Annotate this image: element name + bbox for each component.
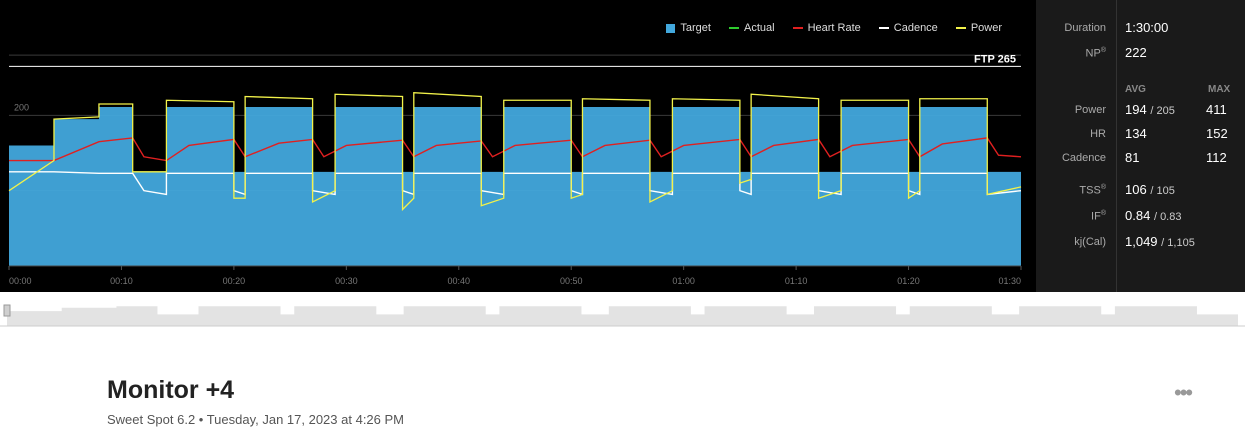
workout-subtitle: Sweet Spot 6.2 • Tuesday, Jan 17, 2023 a… [107,412,405,427]
legend-swatch [666,23,676,33]
x-tick-label: 00:00 [9,276,32,286]
power-avg: 194 / 205 [1125,102,1175,117]
legend-item: Actual [728,22,775,34]
tss-value: 106 / 105 [1125,182,1175,197]
x-tick-label: 00:40 [448,276,471,286]
legend-label: Actual [743,22,775,34]
hr-max: 152 [1206,126,1228,141]
series-power-line [8,92,1022,212]
series-target-area [9,107,1021,267]
legend-label: Heart Rate [807,22,861,34]
overview-target-area [7,306,1238,326]
x-tick-label: 00:20 [223,276,246,286]
avg-header: AVG [1125,84,1146,95]
legend-label: Target [680,22,711,34]
legend-swatch [878,27,889,29]
legend-item: Heart Rate [792,22,861,34]
legend-swatch [792,27,803,29]
legend-item: Power [955,22,1002,34]
cadence-max: 112 [1206,150,1227,165]
more-options-button[interactable]: ••• [1174,380,1193,405]
np-value: 222 [1125,45,1147,60]
x-tick-label: 00:10 [110,276,133,286]
x-tick-label: 00:50 [560,276,583,286]
legend-item: Target [666,22,711,34]
cadence-label: Cadence [1061,152,1106,164]
max-header: MAX [1208,84,1231,95]
x-tick-label: 01:00 [672,276,695,286]
stats-divider [1116,0,1117,292]
duration-value: 1:30:00 [1125,20,1169,35]
overview-drag-handle[interactable] [3,304,11,317]
chart-legend: Target Actual Heart Rate Cadence Power [666,22,1002,34]
tss-label: TSS® [1079,184,1106,197]
series-heart-rate-line [9,137,1022,162]
x-tick-label: 01:10 [785,276,808,286]
power-label: Power [1074,104,1106,116]
legend-label: Power [970,22,1002,34]
legend-swatch [955,27,966,29]
legend-item: Cadence [878,22,938,34]
overview-svg [0,304,1245,327]
workout-chart: FTP 265 200 00:00 00:10 00:20 00:30 00:40 00:50… [0,0,1036,292]
if-label: IF® [1091,210,1106,223]
stats-panel: Duration 1:30:00 NP® 222 AVG MAX Power 1… [1036,0,1245,292]
ftp-label: FTP 265 [974,53,1016,65]
np-label: NP® [1085,47,1106,60]
x-tick-label: 01:20 [897,276,920,286]
workout-overview-strip[interactable] [0,292,1245,328]
kj-label: kj(Cal) [1074,236,1106,248]
x-tick-label: 00:30 [335,276,358,286]
power-max: 411 [1206,102,1227,117]
hr-avg: 134 [1125,126,1147,141]
x-tick-label: 01:30 [998,276,1021,286]
legend-swatch [728,27,739,29]
workout-chart-svg: FTP 265 200 00:00 00:10 00:20 00:30 00:40 00:50… [8,53,1022,286]
if-value: 0.84 / 0.83 [1125,208,1182,223]
workout-title: Monitor +4 [107,376,235,404]
hr-label: HR [1090,128,1106,140]
y-tick-label: 200 [14,102,29,112]
kj-value: 1,049 / 1,105 [1125,234,1195,249]
legend-label: Cadence [893,22,938,34]
duration-label: Duration [1064,22,1106,34]
cadence-avg: 81 [1125,150,1140,165]
